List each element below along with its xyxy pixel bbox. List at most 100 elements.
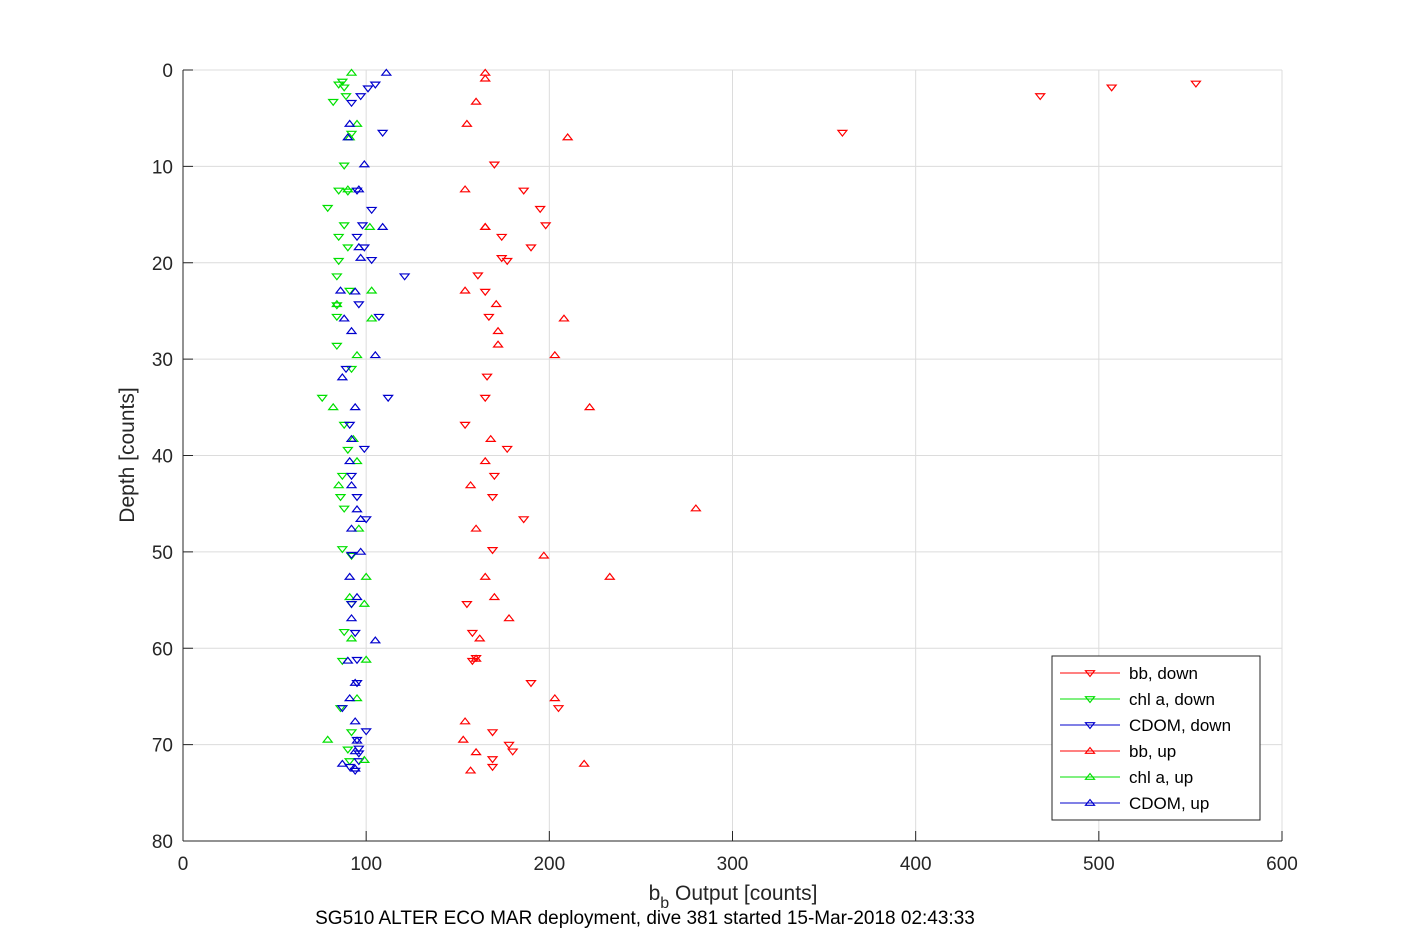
y-tick-label: 40 — [152, 447, 173, 468]
grid — [183, 70, 1282, 841]
x-axis-label-base: b — [649, 882, 661, 905]
legend-label: CDOM, down — [1129, 716, 1231, 735]
legend-marker — [1084, 696, 1096, 704]
legend: bb, down chl a, down CDOM, down bb, up chl a… — [1051, 655, 1261, 821]
data-point — [321, 204, 334, 213]
x-axis-label-subscript: b — [660, 895, 669, 912]
data-point — [488, 592, 501, 601]
data-point — [331, 299, 343, 308]
data-point — [345, 524, 358, 532]
y-tick-label: 0 — [162, 61, 173, 82]
data-point — [356, 222, 369, 230]
data-point — [486, 729, 499, 737]
data-point — [331, 313, 343, 322]
data-point — [345, 634, 358, 642]
data-point — [349, 717, 361, 725]
data-point — [479, 222, 491, 230]
data-point — [336, 472, 349, 481]
data-point — [538, 551, 550, 559]
data-point — [351, 656, 363, 665]
data-point — [338, 505, 350, 513]
data-point — [343, 592, 356, 601]
x-tick-label: 500 — [1083, 854, 1115, 875]
data-point — [349, 746, 361, 755]
series-bb-up — [457, 68, 702, 774]
data-point — [472, 272, 484, 280]
data-point — [342, 244, 354, 252]
data-point — [398, 273, 411, 281]
legend-label: chl a, up — [1129, 768, 1193, 787]
data-point — [354, 253, 367, 261]
data-point — [1190, 80, 1202, 88]
data-point — [353, 185, 365, 193]
data-point — [539, 222, 552, 230]
data-point — [351, 693, 363, 702]
data-point — [360, 728, 372, 736]
data-point — [464, 480, 477, 489]
data-point — [549, 350, 561, 359]
data-point — [517, 187, 530, 195]
data-point — [343, 763, 356, 772]
data-point — [558, 314, 570, 322]
data-point — [327, 98, 339, 107]
data-point — [369, 636, 382, 644]
y-tick-label: 10 — [152, 157, 173, 178]
data-point — [353, 524, 365, 532]
data-point — [486, 763, 499, 772]
y-tick-label: 30 — [152, 350, 173, 371]
data-point — [351, 119, 363, 127]
y-tick-label: 60 — [152, 639, 173, 660]
data-point — [351, 494, 363, 502]
legend-entry: bb, up — [1060, 742, 1176, 761]
data-point — [345, 326, 358, 335]
x-tick-label: 300 — [717, 854, 749, 875]
legend-marker — [1084, 670, 1096, 678]
data-point — [470, 524, 482, 532]
data-point — [492, 340, 504, 348]
data-point — [332, 233, 345, 242]
data-point — [457, 735, 469, 743]
data-point — [343, 572, 356, 580]
legend-entry: CDOM, down — [1060, 716, 1231, 735]
data-point — [525, 244, 537, 252]
x-tick-label: 400 — [900, 854, 932, 875]
data-point — [459, 286, 471, 294]
data-point — [342, 656, 354, 664]
y-tick-label: 20 — [152, 254, 173, 275]
data-point — [364, 222, 376, 230]
data-point — [338, 421, 350, 430]
data-point — [336, 373, 349, 381]
data-point — [466, 629, 479, 638]
data-point — [338, 628, 350, 637]
data-point — [345, 601, 358, 609]
data-point — [503, 613, 515, 622]
legend-marker — [1084, 746, 1096, 754]
legend-box — [1051, 655, 1261, 821]
data-point — [342, 185, 354, 193]
data-point — [342, 446, 354, 455]
data-point — [479, 456, 491, 465]
data-point — [358, 160, 371, 168]
figure-caption: SG510 ALTER ECO MAR deployment, dive 381… — [315, 908, 975, 929]
data-point — [358, 755, 371, 763]
data-point — [1034, 93, 1046, 101]
data-point — [351, 233, 363, 242]
legend-entry: chl a, down — [1060, 690, 1215, 709]
legend-label: bb, up — [1129, 742, 1176, 761]
data-point — [578, 759, 590, 767]
data-point — [338, 162, 350, 170]
x-tick-label: 600 — [1266, 854, 1298, 875]
data-point — [486, 547, 499, 555]
data-point — [488, 161, 501, 169]
data-point — [470, 654, 482, 662]
data-point — [349, 678, 361, 686]
data-point — [351, 592, 363, 601]
data-point — [332, 480, 345, 489]
data-point — [351, 505, 363, 513]
data-point — [604, 572, 616, 580]
data-point — [351, 736, 363, 744]
data-point — [461, 119, 473, 127]
data-point — [332, 187, 345, 195]
data-point — [345, 551, 358, 560]
